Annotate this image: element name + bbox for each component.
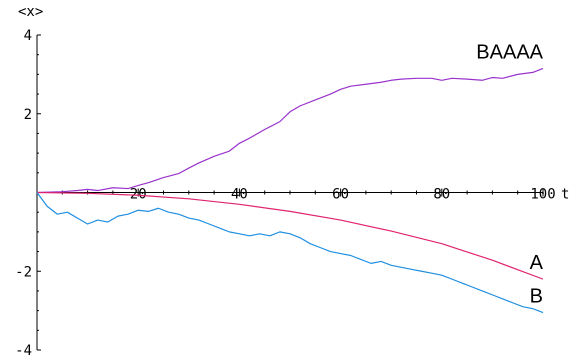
ticks: 20 40 60 80 100 -4 -2 2 4 [15, 28, 556, 359]
x-tick-label: 100 [530, 187, 555, 203]
y-tick-label: 4 [24, 28, 32, 44]
y-tick-label: -4 [15, 343, 32, 359]
series-label-baaaa: BAAAA [476, 41, 543, 63]
y-tick-label: 2 [24, 107, 32, 123]
series-line-baaaa [36, 67, 544, 194]
x-axis-label: t [561, 187, 569, 203]
series-label-a: A [530, 252, 544, 274]
y-axis-label: <x> [18, 4, 43, 20]
y-tick-label: -2 [15, 264, 32, 280]
series-line-b [36, 192, 544, 314]
series-label-b: B [530, 286, 543, 308]
x-tick-label: 80 [433, 187, 450, 203]
series-line-a [36, 191, 544, 280]
x-tick-label: 60 [332, 187, 349, 203]
series-labels: BAAAA AB [476, 41, 543, 307]
x-tick-label: 40 [231, 187, 248, 203]
x-tick-label: 20 [130, 187, 147, 203]
series-group [36, 67, 544, 314]
